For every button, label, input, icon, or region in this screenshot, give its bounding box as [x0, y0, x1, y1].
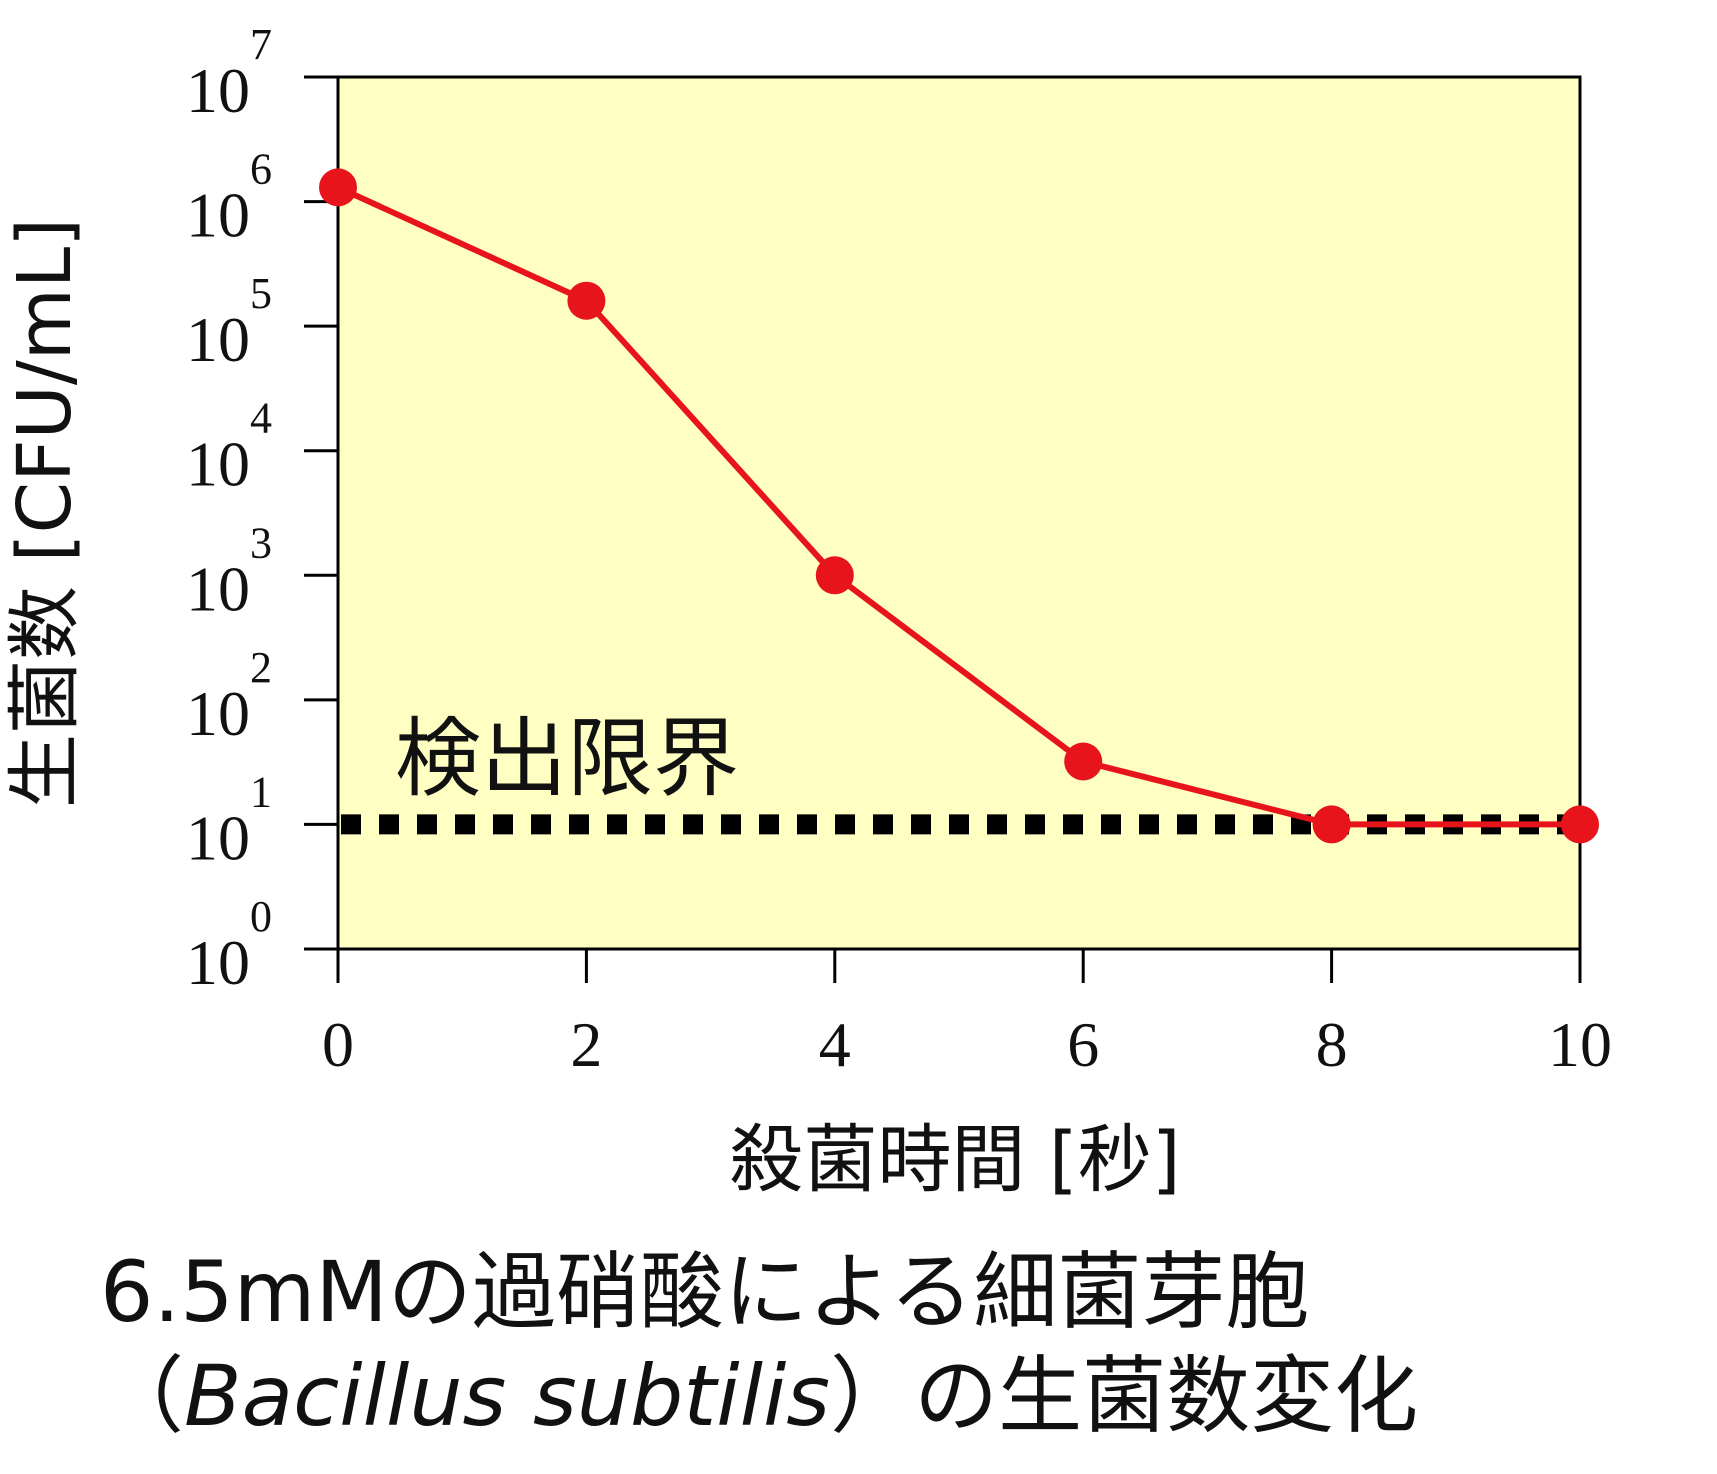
y-tick-label: 10 [186, 55, 250, 126]
caption-text-1: 6.5mMの過硝酸による細菌芽胞（ [100, 1243, 1310, 1445]
y-tick-label: 10 [186, 553, 250, 624]
series-group [319, 168, 1599, 844]
y-tick-exponent: 5 [250, 269, 272, 318]
y-tick-label: 10 [186, 304, 250, 375]
x-tick-label: 6 [1067, 1009, 1099, 1080]
x-tick-label: 4 [819, 1009, 851, 1080]
data-point [1561, 805, 1599, 844]
x-tick-label: 8 [1316, 1009, 1348, 1080]
y-tick-label: 10 [186, 429, 250, 500]
detection-limit-label: 検出限界 [395, 709, 739, 809]
y-tick-label: 10 [186, 802, 250, 873]
y-tick-exponent: 7 [250, 20, 272, 69]
y-tick-exponent: 4 [250, 394, 272, 443]
y-axis-label: 生菌数 [CFU/mL] [2, 218, 88, 808]
x-axis-label: 殺菌時間 [秒] [729, 1117, 1180, 1203]
data-point [815, 556, 854, 595]
y-tick-label: 10 [186, 180, 250, 251]
data-point [1064, 742, 1103, 781]
data-point [1312, 805, 1351, 844]
series-line [336, 184, 1580, 828]
x-tick-label: 10 [1548, 1009, 1612, 1080]
y-tick-label: 10 [186, 678, 250, 749]
x-tick-label: 2 [570, 1009, 602, 1080]
y-tick-exponent: 1 [250, 767, 272, 816]
plot-area [336, 75, 1582, 951]
y-tick-exponent: 2 [250, 643, 272, 692]
y-tick-exponent: 3 [250, 518, 272, 567]
data-point [319, 168, 357, 207]
y-tick-exponent: 0 [250, 892, 272, 941]
y-tick-label: 10 [186, 927, 250, 998]
data-point [567, 281, 606, 320]
figure-caption: 6.5mMの過硝酸による細菌芽胞（Bacillus subtilis）の生菌数変… [100, 1240, 1680, 1448]
caption-species: Bacillus subtilis [184, 1347, 831, 1445]
caption-text-2: ）の生菌数変化 [830, 1347, 1419, 1445]
x-tick-label: 0 [322, 1009, 354, 1080]
y-tick-exponent: 6 [250, 145, 272, 194]
x-axis-ticks: 0 2 4 6 8 10 [322, 949, 1612, 1080]
